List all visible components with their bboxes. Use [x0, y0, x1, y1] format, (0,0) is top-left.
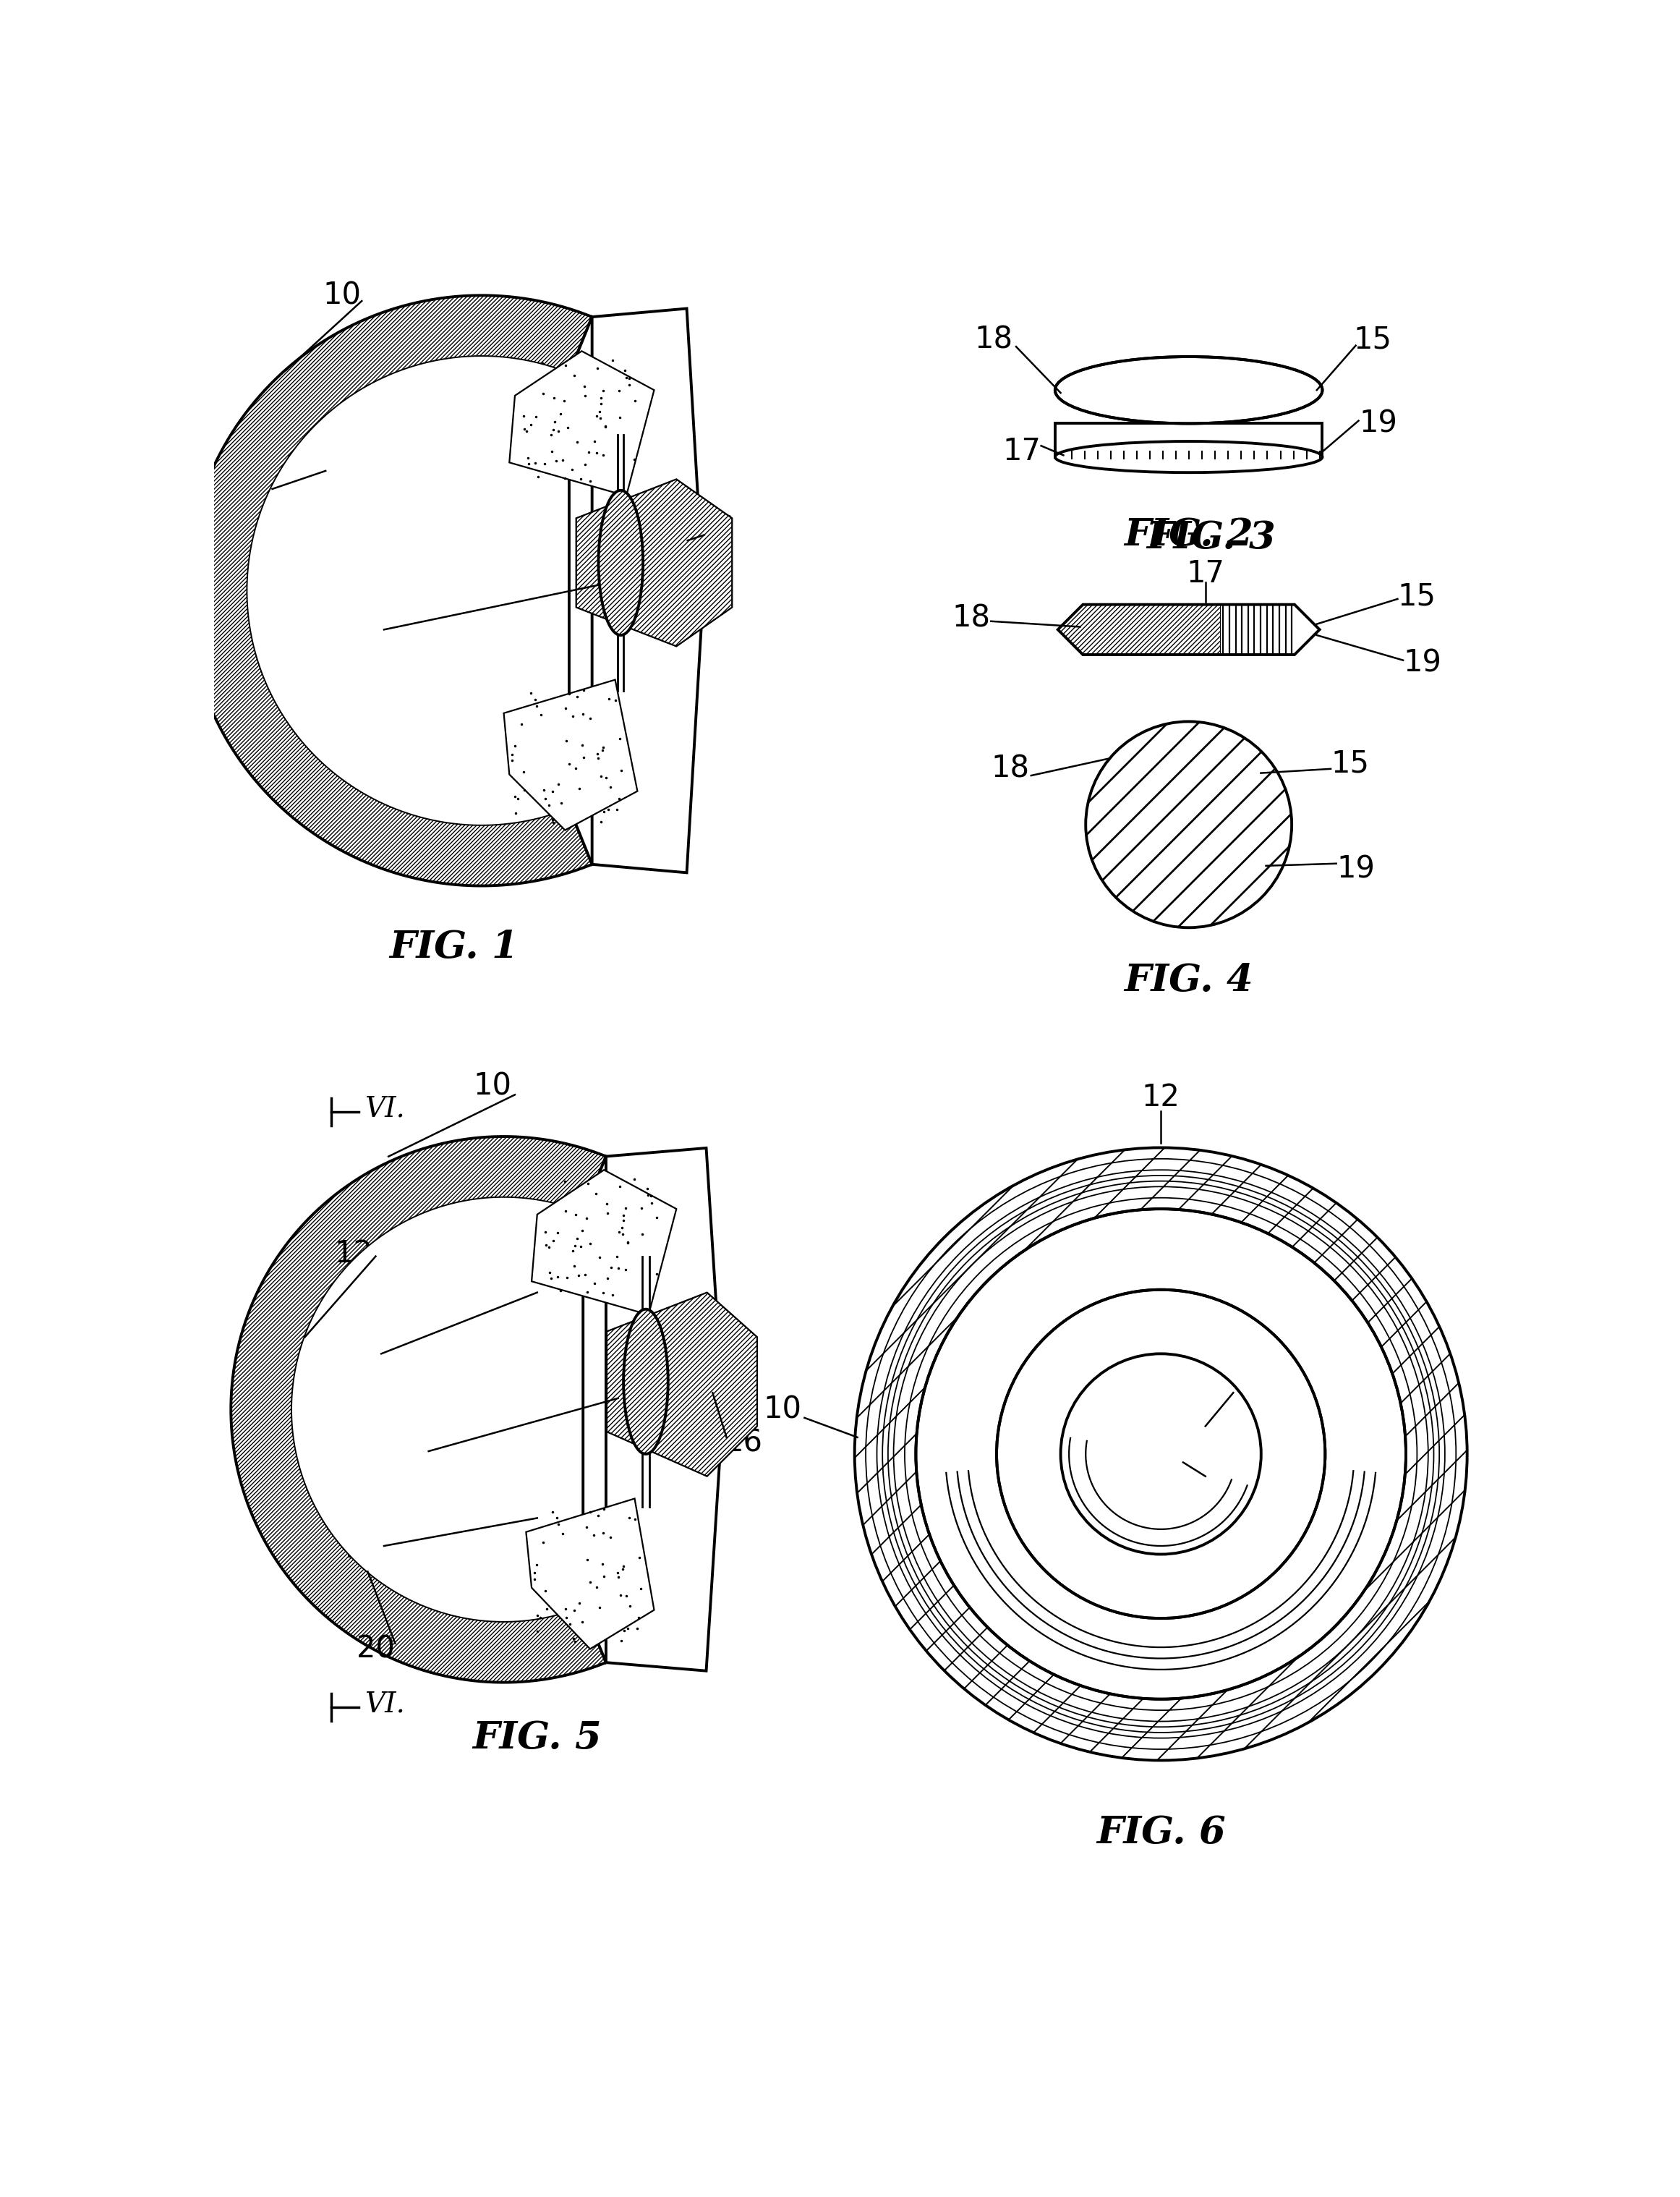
Ellipse shape	[623, 1309, 669, 1454]
Polygon shape	[504, 679, 637, 830]
Polygon shape	[606, 1149, 722, 1672]
Text: 16: 16	[724, 1428, 763, 1459]
Polygon shape	[509, 352, 654, 497]
Text: 15: 15	[1331, 749, 1369, 778]
Text: 10: 10	[323, 281, 361, 310]
Text: VI.: VI.	[365, 1692, 405, 1718]
Polygon shape	[186, 294, 591, 885]
Text: FIG. 6: FIG. 6	[1097, 1815, 1225, 1852]
Text: 17: 17	[1003, 437, 1042, 466]
Ellipse shape	[598, 490, 643, 635]
Text: FIG. 3: FIG. 3	[1146, 518, 1275, 556]
Polygon shape	[526, 1498, 654, 1650]
Polygon shape	[576, 479, 732, 646]
Ellipse shape	[1055, 356, 1322, 424]
Text: 15: 15	[1354, 325, 1391, 356]
Circle shape	[916, 1208, 1406, 1698]
Polygon shape	[1058, 604, 1319, 655]
Text: FIG. 2: FIG. 2	[1124, 516, 1253, 554]
Text: 14: 14	[351, 620, 390, 650]
Text: 10: 10	[474, 1072, 512, 1101]
Text: 15: 15	[1398, 580, 1436, 611]
Polygon shape	[531, 1171, 677, 1314]
Text: 10: 10	[763, 1395, 801, 1424]
Text: 12: 12	[1142, 1083, 1179, 1112]
Polygon shape	[1055, 424, 1322, 457]
Text: 20: 20	[356, 1635, 395, 1663]
Polygon shape	[606, 1292, 758, 1476]
Text: 19: 19	[1403, 648, 1441, 679]
Text: 22: 22	[1198, 1468, 1235, 1496]
Text: FIG. 1: FIG. 1	[390, 929, 519, 964]
Text: 18: 18	[974, 325, 1013, 356]
Text: 19: 19	[1359, 409, 1398, 439]
Ellipse shape	[1055, 442, 1322, 472]
Polygon shape	[583, 1156, 623, 1663]
Text: 18: 18	[991, 754, 1030, 784]
Text: 24: 24	[1225, 1367, 1263, 1397]
Polygon shape	[292, 1197, 583, 1621]
Text: 24: 24	[339, 1345, 378, 1375]
Text: 14: 14	[390, 1439, 428, 1470]
Text: 19: 19	[1337, 855, 1374, 885]
Text: 12: 12	[334, 1239, 373, 1268]
Text: FIG. 4: FIG. 4	[1124, 962, 1253, 1000]
Text: 12: 12	[284, 453, 323, 483]
Text: VI.: VI.	[365, 1096, 405, 1123]
Text: FIG. 5: FIG. 5	[472, 1720, 601, 1758]
Polygon shape	[591, 308, 704, 872]
Polygon shape	[230, 1136, 606, 1683]
Text: 18: 18	[953, 604, 991, 633]
Polygon shape	[247, 356, 570, 824]
Text: 22: 22	[346, 1534, 383, 1564]
Polygon shape	[570, 316, 608, 863]
Text: 17: 17	[1186, 558, 1225, 589]
Circle shape	[996, 1290, 1326, 1619]
Text: 16: 16	[696, 514, 734, 545]
